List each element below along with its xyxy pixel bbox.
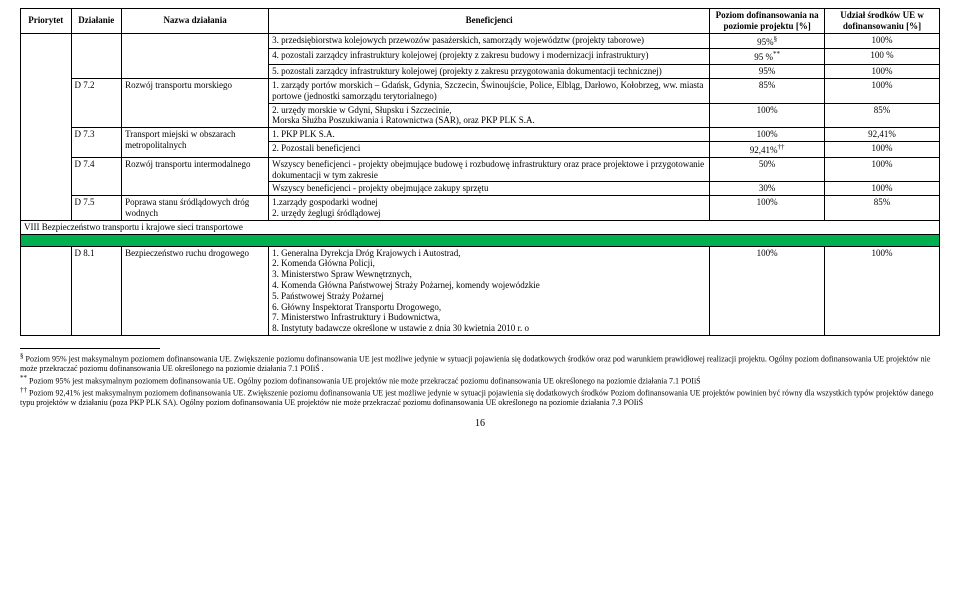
cell-benef: 1. Generalna Dyrekcja Dróg Krajowych i A… — [269, 246, 710, 335]
cell-benef: 3. przedsiębiorstwa kolejowych przewozów… — [269, 33, 710, 49]
cell-poziom: 95% — [710, 65, 825, 79]
cell-dzialanie: D 7.2 — [71, 78, 122, 127]
cell-udzial: 100% — [825, 182, 940, 196]
cell-benef: 2. urzędy morskie w Gdyni, Słupsku i Szc… — [269, 103, 710, 128]
page-number: 16 — [20, 418, 940, 429]
section-green-divider — [21, 234, 940, 246]
cell-benef: 1. zarządy portów morskich – Gdańsk, Gdy… — [269, 78, 710, 103]
cell-poziom: 30% — [710, 182, 825, 196]
cell-benef: 1.zarządy gospodarki wodnej 2. urzędy że… — [269, 196, 710, 221]
cell-poziom: 50% — [710, 157, 825, 182]
cell-benef: 2. Pozostali beneficjenci — [269, 141, 710, 157]
footnote-1: § Poziom 95% jest maksymalnym poziomem d… — [20, 352, 940, 374]
section-row-viii: VIII Bezpieczeństwo transportu i krajowe… — [21, 220, 940, 234]
cell-benef: 5. pozostali zarządcy infrastruktury kol… — [269, 65, 710, 79]
cell-nazwa: Poprawa stanu śródlądowych dróg wodnych — [122, 196, 269, 221]
cell-poziom: 100% — [710, 128, 825, 142]
cell-poziom: 95%§ — [710, 33, 825, 49]
cell-nazwa: Transport miejski w obszarach metropolit… — [122, 128, 269, 158]
green-bar — [21, 234, 940, 246]
cell-benef: Wszyscy beneficjenci - projekty obejmują… — [269, 182, 710, 196]
col-header-beneficjenci: Beneficjenci — [269, 9, 710, 34]
cell-udzial: 92,41% — [825, 128, 940, 142]
cell-poziom: 100% — [710, 103, 825, 128]
table-header-row: Priorytet Działanie Nazwa działania Bene… — [21, 9, 940, 34]
cell-dzialanie: D 7.3 — [71, 128, 122, 158]
col-header-poziom: Poziom dofinansowania na poziomie projek… — [710, 9, 825, 34]
cell-udzial: 100 % — [825, 49, 940, 65]
table-row: D 8.1 Bezpieczeństwo ruchu drogowego 1. … — [21, 246, 940, 335]
cell-benef: Wszyscy beneficjenci - projekty obejmują… — [269, 157, 710, 182]
footnotes: § Poziom 95% jest maksymalnym poziomem d… — [20, 348, 940, 408]
cell-udzial: 100% — [825, 33, 940, 49]
col-header-priorytet: Priorytet — [21, 9, 72, 34]
cell-nazwa: Rozwój transportu morskiego — [122, 78, 269, 127]
section-label: VIII Bezpieczeństwo transportu i krajowe… — [21, 220, 940, 234]
cell-poziom: 85% — [710, 78, 825, 103]
main-table: Priorytet Działanie Nazwa działania Bene… — [20, 8, 940, 336]
cell-poziom: 100% — [710, 246, 825, 335]
table-row: D 7.3 Transport miejski w obszarach metr… — [21, 128, 940, 142]
cell-udzial: 100% — [825, 78, 940, 103]
cell-dzialanie: D 7.5 — [71, 196, 122, 221]
cell-benef: 1. PKP PLK S.A. — [269, 128, 710, 142]
cell-udzial: 85% — [825, 196, 940, 221]
cell-nazwa: Rozwój transportu intermodalnego — [122, 157, 269, 195]
footnote-3: †† Poziom 92,41% jest maksymalnym poziom… — [20, 386, 940, 408]
cell-poziom: 95 %** — [710, 49, 825, 65]
cell-dzialanie: D 8.1 — [71, 246, 122, 335]
table-row: 3. przedsiębiorstwa kolejowych przewozów… — [21, 33, 940, 49]
table-row: D 7.5 Poprawa stanu śródlądowych dróg wo… — [21, 196, 940, 221]
page-container: Priorytet Działanie Nazwa działania Bene… — [0, 0, 960, 437]
cell-nazwa — [122, 33, 269, 78]
cell-udzial: 85% — [825, 103, 940, 128]
cell-dzialanie — [71, 33, 122, 78]
col-header-udzial: Udział środków UE w dofinansowaniu [%] — [825, 9, 940, 34]
cell-udzial: 100% — [825, 65, 940, 79]
cell-udzial: 100% — [825, 157, 940, 182]
footnote-2: ** Poziom 95% jest maksymalnym poziomem … — [20, 374, 940, 386]
cell-poziom: 100% — [710, 196, 825, 221]
cell-benef: 4. pozostali zarządcy infrastruktury kol… — [269, 49, 710, 65]
col-header-dzialanie: Działanie — [71, 9, 122, 34]
cell-priorytet — [21, 246, 72, 335]
cell-udzial: 100% — [825, 141, 940, 157]
cell-priorytet — [21, 33, 72, 220]
table-row: D 7.4 Rozwój transportu intermodalnego W… — [21, 157, 940, 182]
table-row: D 7.2 Rozwój transportu morskiego 1. zar… — [21, 78, 940, 103]
cell-dzialanie: D 7.4 — [71, 157, 122, 195]
cell-nazwa: Bezpieczeństwo ruchu drogowego — [122, 246, 269, 335]
col-header-nazwa: Nazwa działania — [122, 9, 269, 34]
cell-poziom: 92,41%†† — [710, 141, 825, 157]
footnote-separator — [20, 348, 160, 349]
cell-udzial: 100% — [825, 246, 940, 335]
